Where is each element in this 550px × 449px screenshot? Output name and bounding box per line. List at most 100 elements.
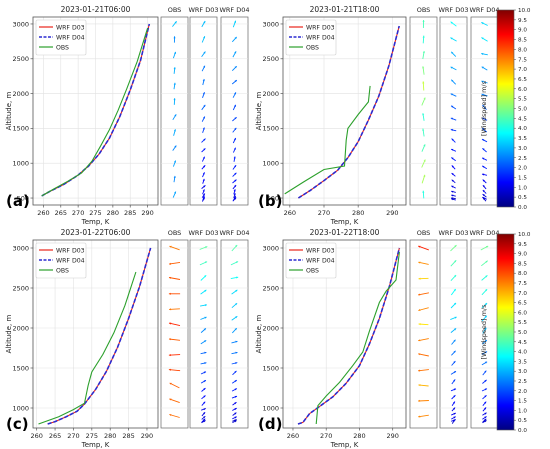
wind-arrow-head <box>418 339 421 342</box>
y-tick-label: 2500 <box>262 55 279 63</box>
y-tick-label: 1500 <box>12 364 29 372</box>
wind-arrow-head <box>453 412 456 415</box>
wind-arrow-head <box>484 340 487 343</box>
wind-column-wrf-d03: WRF D03 <box>438 6 469 206</box>
wind-arrow-head <box>485 275 488 278</box>
series-line-wrf-d04 <box>297 247 401 425</box>
colorbar-tick-label: 6.0 <box>518 310 527 316</box>
y-axis-label: Altitude, m <box>5 315 13 354</box>
wind-arrow-head <box>453 416 456 419</box>
wind-column-frame <box>409 16 438 206</box>
wind-arrow-head <box>451 190 454 193</box>
wind-arrow-head <box>482 128 485 131</box>
wind-arrow-head <box>453 407 456 410</box>
wind-arrow-head <box>481 22 484 25</box>
wind-arrow-head <box>203 65 205 68</box>
wind-arrow-head <box>453 419 456 422</box>
wind-arrow-head <box>203 412 206 415</box>
wind-arrow-head <box>481 117 485 120</box>
wind-arrow-head <box>423 159 426 162</box>
wind-arrow-head <box>203 416 206 419</box>
colorbar-tick-label: 5.0 <box>518 107 527 113</box>
wind-arrow-head <box>233 147 236 150</box>
wind-arrow-head <box>422 66 425 69</box>
series-line-obs <box>38 271 137 425</box>
chart-title: 2023-01-21T18:00 <box>310 5 380 14</box>
wind-arrow-head <box>168 368 171 371</box>
wind-arrow-head <box>233 196 236 199</box>
chart-panel-1: 2023-01-21T06:00 260 265 270 275 280 285 290 500… <box>5 5 250 226</box>
wind-arrow-head <box>234 179 237 182</box>
wind-arrow-head <box>484 327 487 330</box>
colorbar-tick-label: 0.5 <box>518 195 527 201</box>
wind-arrow-head <box>235 340 238 343</box>
legend-label: OBS <box>56 267 69 274</box>
wind-column-title: WRF D04 <box>219 229 249 237</box>
wind-arrow-head <box>205 246 208 249</box>
wind-arrow-head <box>174 191 176 194</box>
chart-panel-2: 2023-01-21T18:00 260 270 280 290 500 1000 1500 2… <box>255 5 500 226</box>
wind-arrow-head <box>202 178 205 181</box>
wind-arrow-head <box>235 261 239 264</box>
wind-arrow-head <box>169 322 172 325</box>
wind-arrow-head <box>450 37 453 40</box>
colorbar-tick-label: 7.0 <box>518 291 527 297</box>
wind-arrow-head <box>454 275 457 278</box>
wind-arrow-head <box>169 276 172 279</box>
wind-arrow-head <box>173 82 176 85</box>
colorbar-tick-label: 3.5 <box>518 136 527 142</box>
chart-title: 2023-01-21T06:00 <box>61 5 131 14</box>
wind-arrow-head <box>203 401 206 404</box>
colorbar-label: [Windspeed] m/s <box>480 304 488 360</box>
x-tick-label: 270 <box>318 209 330 217</box>
x-tick-label: 270 <box>320 432 332 440</box>
wind-arrow-head <box>202 156 205 159</box>
colorbar-tick-label: 8.5 <box>518 261 527 267</box>
x-axis-label: Temp, K <box>81 441 110 449</box>
legend-label: WRF D04 <box>56 257 85 264</box>
colorbar-tick-label: 8.0 <box>518 271 527 277</box>
wind-column-title: OBS <box>417 229 431 237</box>
colorbar-tick-label: 0.5 <box>518 418 527 424</box>
y-tick-label: 500 <box>267 194 279 202</box>
wind-arrow-head <box>482 173 485 176</box>
colorbar-tick-label: 9.0 <box>518 28 527 34</box>
x-tick-label: 270 <box>72 209 84 217</box>
colorbar-gradient <box>496 233 515 431</box>
wind-arrow-head <box>235 245 238 248</box>
wind-arrow-head <box>202 127 205 130</box>
wind-column-frame <box>160 16 189 206</box>
wind-arrow-head <box>234 395 237 398</box>
wind-arrow-head <box>233 156 236 159</box>
wind-arrow-head <box>451 197 454 200</box>
wind-arrow-head <box>234 185 237 188</box>
series-line-wrf-d04 <box>297 25 400 199</box>
wind-arrow-head <box>450 93 453 96</box>
colorbar-tick-label: 1.5 <box>518 175 527 181</box>
wind-arrow-head <box>235 316 238 319</box>
wind-column-frame <box>189 16 218 206</box>
wind-arrow-head <box>418 323 421 326</box>
x-axis-label: Temp, K <box>330 218 359 226</box>
wind-arrow-head <box>418 261 421 264</box>
wind-arrow-head <box>203 36 205 39</box>
colorbar-tick-label: 8.5 <box>518 38 527 44</box>
wind-column-wrf-d03: WRF D03 <box>188 229 219 429</box>
wind-arrow-head <box>482 105 485 108</box>
legend-label: OBS <box>56 44 69 51</box>
wind-arrow-head <box>481 37 484 40</box>
wind-arrow-head <box>451 148 454 151</box>
wind-arrow-head <box>204 316 207 319</box>
wind-arrow-head <box>422 113 425 116</box>
chart-panel-3: 2023-01-22T06:00 260 265 270 275 280 285 290 100… <box>5 228 250 449</box>
wind-arrow-head <box>234 36 237 40</box>
wind-arrow-head <box>418 245 421 248</box>
wind-arrow-head <box>482 185 485 188</box>
wind-arrow-head <box>234 416 237 419</box>
wind-arrow-head <box>484 315 487 318</box>
colorbar-tick-label: 9.5 <box>518 18 527 24</box>
wind-arrow-head <box>418 415 421 418</box>
wind-arrow-head <box>451 105 454 108</box>
wind-column-title: WRF D04 <box>469 229 499 237</box>
chart-title: 2023-01-22T06:00 <box>61 228 131 237</box>
